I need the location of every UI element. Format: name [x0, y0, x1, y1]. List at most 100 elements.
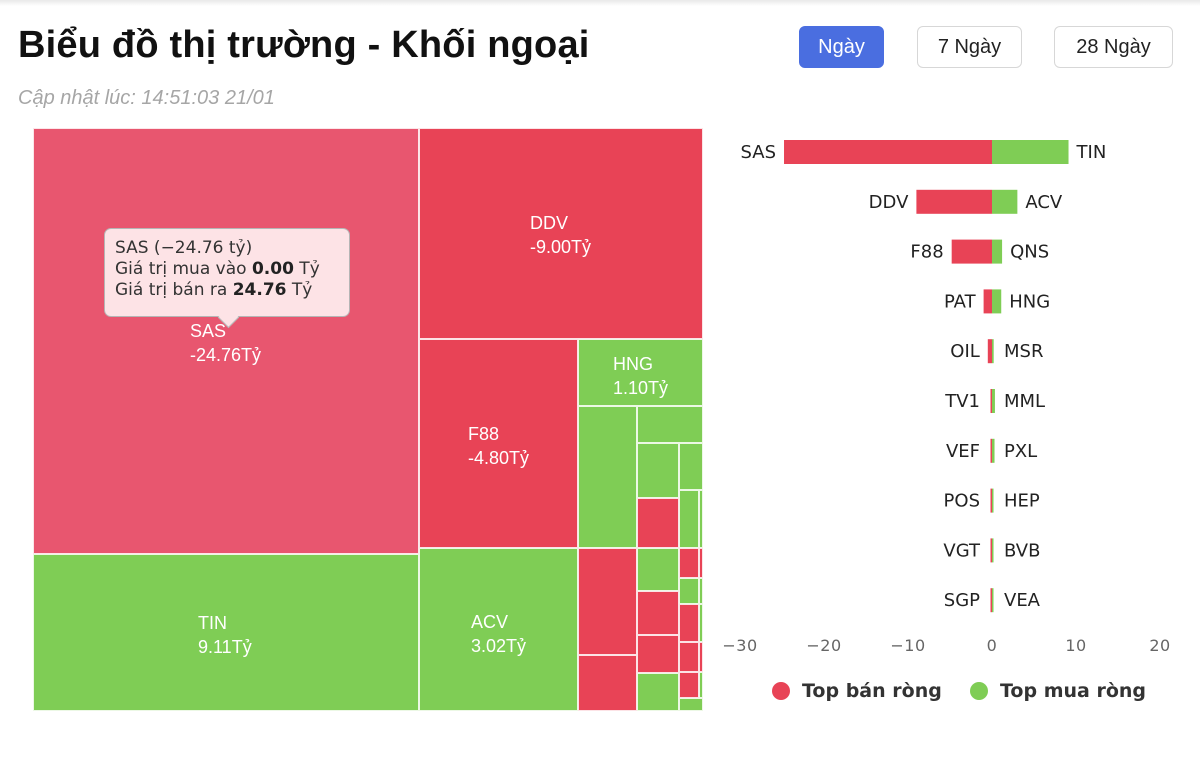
treemap-cell-small[interactable]	[637, 591, 679, 635]
tab-day[interactable]: Ngày	[799, 26, 884, 68]
sell-ticker-label: POS	[944, 491, 980, 512]
buy-ticker-label: ACV	[1025, 192, 1063, 213]
buy-bar[interactable]	[992, 588, 994, 613]
tooltip-sell-label: Giá trị bán ra	[115, 280, 233, 300]
sell-ticker-label: VEF	[946, 441, 980, 462]
treemap-cell-small[interactable]	[637, 635, 679, 673]
page-title: Biểu đồ thị trường - Khối ngoại	[18, 24, 590, 66]
cell-name: SAS	[190, 321, 227, 341]
legend-sell-dot	[772, 682, 790, 700]
treemap-cell-small[interactable]	[699, 490, 703, 548]
buy-bar[interactable]	[992, 140, 1069, 164]
treemap-cell-sas[interactable]: SAS -24.76Tỷ	[33, 128, 419, 554]
treemap-chart: SAS -24.76Tỷ DDV -9.00Tỷ TIN 9.11Tỷ F88 …	[33, 128, 703, 711]
treemap-cell-small[interactable]	[637, 498, 679, 548]
treemap-cell-small[interactable]	[578, 548, 637, 655]
buy-bar[interactable]	[992, 239, 1003, 264]
cell-name: DDV	[530, 213, 569, 233]
buy-bar[interactable]	[992, 438, 995, 463]
treemap-cell-small[interactable]	[699, 578, 703, 604]
buy-bar[interactable]	[992, 389, 995, 413]
cell-name: ACV	[471, 612, 509, 632]
treemap-cell-small[interactable]	[637, 406, 703, 443]
sell-bar[interactable]	[990, 389, 993, 413]
treemap-cell-f88[interactable]: F88 -4.80Tỷ	[419, 339, 578, 548]
treemap-cell-small[interactable]	[578, 406, 637, 548]
tooltip-sell-row: Giá trị bán ra 24.76 Tỷ	[115, 280, 339, 301]
cell-value: -4.80Tỷ	[468, 448, 530, 468]
legend-sell[interactable]: Top bán ròng	[772, 680, 942, 702]
buy-ticker-label: BVB	[1004, 540, 1040, 561]
sell-bar[interactable]	[983, 289, 992, 314]
treemap-cell-small[interactable]	[679, 698, 703, 711]
sell-bar[interactable]	[987, 339, 992, 364]
legend-sell-label: Top bán ròng	[802, 680, 942, 702]
buy-ticker-label: TIN	[1076, 142, 1107, 163]
buy-ticker-label: QNS	[1010, 242, 1049, 263]
tooltip-sell-value: 24.76	[232, 280, 287, 300]
buy-ticker-label: HEP	[1004, 491, 1040, 512]
x-tick-label: −10	[890, 636, 925, 655]
buy-ticker-label: HNG	[1009, 291, 1050, 312]
sell-ticker-label: F88	[910, 242, 943, 263]
tab-7-days[interactable]: 7 Ngày	[917, 26, 1022, 68]
cell-value: 3.02Tỷ	[471, 636, 527, 656]
treemap-cell-acv[interactable]: ACV 3.02Tỷ	[419, 548, 578, 711]
tooltip-title: SAS (−24.76 tỷ)	[115, 238, 253, 258]
sell-ticker-label: VGT	[943, 540, 981, 561]
treemap-cell-small[interactable]	[637, 548, 679, 591]
treemap-cell-ddv[interactable]: DDV -9.00Tỷ	[419, 128, 703, 339]
sell-bar[interactable]	[990, 538, 993, 563]
treemap-cell-small[interactable]	[637, 673, 679, 711]
treemap-cell-small[interactable]	[699, 672, 703, 698]
buy-ticker-label: PXL	[1004, 441, 1037, 462]
sell-bar[interactable]	[784, 140, 992, 164]
sell-ticker-label: OIL	[950, 341, 980, 362]
cell-name: F88	[468, 424, 500, 444]
treemap-cell-small[interactable]	[679, 672, 699, 698]
treemap-cell-small[interactable]	[637, 443, 679, 498]
cell-value: -9.00Tỷ	[530, 237, 592, 257]
cell-value: 9.11Tỷ	[198, 637, 252, 657]
treemap-cell-small[interactable]	[679, 578, 699, 604]
buy-bar[interactable]	[992, 189, 1018, 214]
tooltip-buy-value: 0.00	[251, 259, 294, 279]
legend-buy[interactable]: Top mua ròng	[970, 680, 1146, 702]
treemap-cell-small[interactable]	[679, 642, 699, 672]
treemap-cell-hng[interactable]: HNG 1.10Tỷ	[578, 339, 703, 406]
buy-bar[interactable]	[992, 289, 1002, 314]
treemap-cell-small[interactable]	[699, 642, 703, 672]
treemap-cell-small[interactable]	[679, 443, 703, 490]
sell-bar[interactable]	[916, 189, 992, 214]
x-tick-label: 20	[1149, 636, 1170, 655]
x-tick-label: 10	[1065, 636, 1086, 655]
cell-value: 1.10Tỷ	[613, 378, 669, 398]
treemap-cell-small[interactable]	[578, 655, 637, 711]
treemap-cell-small[interactable]	[679, 490, 699, 548]
treemap-cell-tin[interactable]: TIN 9.11Tỷ	[33, 554, 419, 711]
sell-ticker-label: PAT	[944, 291, 977, 312]
sell-bar[interactable]	[990, 588, 993, 613]
tooltip-unit: Tỷ	[286, 280, 313, 300]
buy-bar[interactable]	[992, 488, 994, 513]
treemap-cell-small[interactable]	[699, 604, 703, 642]
sell-ticker-label: SAS	[741, 142, 777, 163]
sell-ticker-label: DDV	[869, 192, 909, 213]
x-tick-label: −30	[722, 636, 757, 655]
sell-bar[interactable]	[951, 239, 992, 264]
sell-bar[interactable]	[990, 438, 993, 463]
tab-28-days[interactable]: 28 Ngày	[1054, 26, 1173, 68]
tooltip-buy-label: Giá trị mua vào	[115, 259, 252, 279]
buy-bar[interactable]	[992, 538, 994, 563]
treemap-cell-small[interactable]	[679, 604, 699, 642]
buy-bar[interactable]	[992, 339, 994, 364]
treemap-cell-small[interactable]	[679, 548, 699, 578]
update-timestamp: Cập nhật lúc: 14:51:03 21/01	[18, 87, 275, 109]
x-tick-label: 0	[987, 636, 998, 655]
sell-ticker-label: TV1	[944, 391, 980, 412]
net-flow-bar-chart: SAS TIN DDV ACV F88 QNS PAT HNG OIL MSR TV1 MML VEF P…	[722, 140, 1170, 655]
treemap-cell-small[interactable]	[699, 548, 703, 578]
buy-ticker-label: MML	[1004, 391, 1045, 412]
sell-bar[interactable]	[990, 488, 993, 513]
x-tick-label: −20	[806, 636, 841, 655]
